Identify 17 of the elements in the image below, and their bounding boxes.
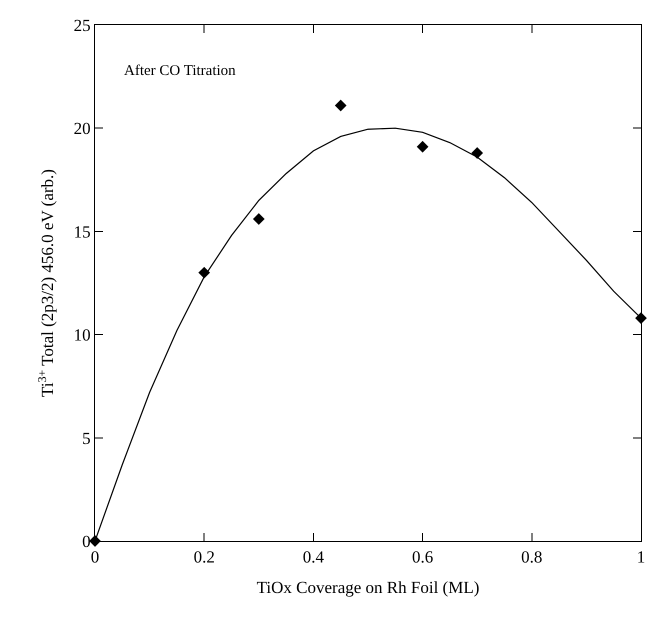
annotation: After CO Titration bbox=[124, 63, 236, 79]
y-tick-label: 20 bbox=[74, 119, 91, 138]
x-tick-label: 0.8 bbox=[521, 547, 542, 566]
y-tick-label: 5 bbox=[82, 428, 91, 448]
x-tick-label: 1 bbox=[636, 547, 646, 566]
x-tick-label: 0.6 bbox=[412, 547, 434, 566]
y-tick-label: 15 bbox=[74, 222, 91, 242]
point bbox=[471, 147, 484, 159]
point bbox=[416, 140, 428, 153]
y-tick-label: 10 bbox=[74, 326, 91, 345]
x-tick-label: 0.4 bbox=[302, 547, 325, 566]
point bbox=[334, 100, 347, 112]
y-tick-label: 0 bbox=[82, 532, 91, 551]
x-tick-label: 0.2 bbox=[194, 547, 215, 566]
x-axis-title: TiOx Coverage on Rh Foil (ML) bbox=[256, 578, 480, 597]
y-tick-label: 25 bbox=[74, 16, 91, 35]
point bbox=[252, 213, 265, 225]
